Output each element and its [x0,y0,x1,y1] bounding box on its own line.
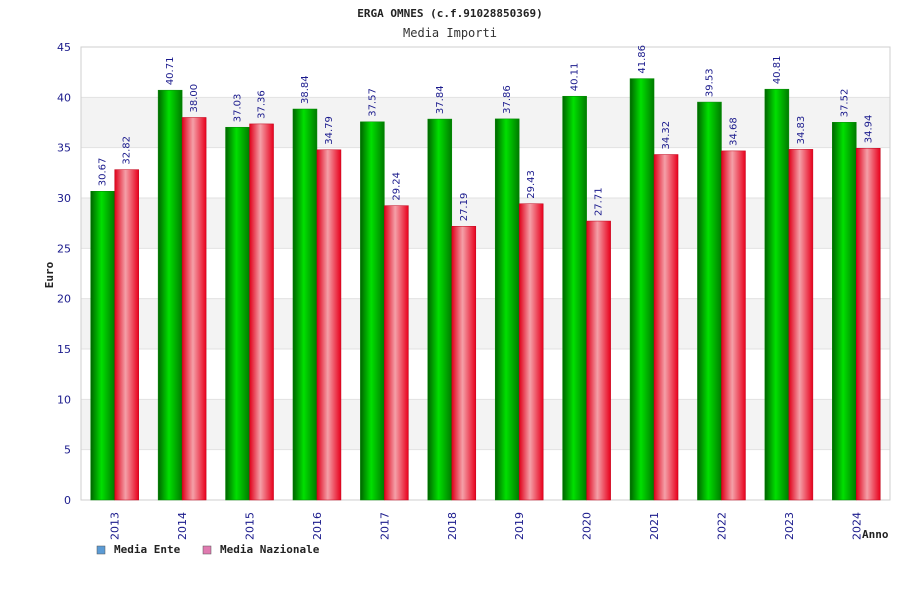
legend-swatch-media-ente [96,545,106,555]
data-label: 34.32 [661,121,672,150]
grid-band [81,248,890,299]
y-tick-label: 10 [57,393,71,406]
bar-media-nazionale-2016 [316,149,342,501]
data-label: 27.19 [459,193,470,222]
x-tick-label: 2020 [581,512,594,540]
data-label: 30.67 [98,158,109,187]
bar-media-ente-2014 [157,89,183,501]
bar-media-ente-2024 [832,122,857,501]
bar-media-nazionale-2013 [114,169,139,501]
data-label: 37.84 [435,85,446,114]
x-tick-label: 2021 [648,512,661,540]
grid-band [81,198,890,249]
y-tick-label: 5 [64,444,71,457]
data-label: 39.53 [704,68,715,97]
x-tick-label: 2019 [513,512,526,540]
bar-media-nazionale-2022 [721,150,746,501]
x-tick-label: 2024 [850,512,863,540]
bar-media-nazionale-2024 [856,148,881,501]
grid-band [81,147,890,198]
bar-media-ente-2021 [629,78,655,501]
grid-bands [81,47,890,500]
data-label: 37.86 [502,85,513,114]
chart-title: ERGA OMNES (c.f.91028850369) [357,7,542,20]
legend-label-media-ente: Media Ente [114,543,181,556]
bar-media-nazionale-2020 [586,220,611,501]
y-axis-ticks: 0 5 10 15 20 25 30 35 40 45 [57,41,71,507]
legend: Media Ente Media Nazionale [96,543,320,556]
legend-label-media-nazionale: Media Nazionale [220,543,320,556]
y-tick-label: 45 [57,41,71,54]
y-tick-label: 30 [57,192,71,205]
bar-media-ente-2013 [90,191,115,501]
x-tick-label: 2023 [783,512,796,540]
data-label: 29.24 [391,172,402,201]
y-tick-label: 15 [57,343,71,356]
y-tick-label: 35 [57,142,71,155]
bar-media-nazionale-2021 [653,154,679,501]
data-label: 40.11 [570,63,581,92]
bar-media-ente-2017 [360,121,385,501]
grid-band [81,47,890,98]
bar-media-nazionale-2014 [181,117,207,501]
bar-media-nazionale-2017 [384,205,409,501]
x-tick-label: 2015 [244,512,257,540]
bar-media-ente-2018 [427,118,453,501]
data-label: 34.79 [324,116,335,145]
data-label: 37.36 [257,90,268,119]
bar-media-nazionale-2019 [518,203,544,501]
bar-media-nazionale-2015 [249,123,274,501]
x-tick-label: 2022 [715,512,728,540]
data-label: 34.83 [796,116,807,145]
x-axis-ticks: 2013 2014 2015 2016 2017 2018 2019 2020 2021 2022… [109,512,864,540]
bar-media-ente-2022 [697,101,722,501]
grid-band [81,298,890,349]
data-label: 40.71 [165,57,176,86]
data-label: 37.52 [839,89,850,118]
grid-band [81,399,890,450]
bar-media-ente-2016 [292,108,318,501]
plot-frame [80,46,891,501]
y-axis-label: Euro [43,261,56,288]
x-tick-label: 2017 [378,512,391,540]
bar-media-ente-2019 [494,118,520,501]
data-label: 37.03 [233,94,244,123]
x-axis-label: Anno [862,528,889,541]
bar-media-ente-2023 [764,88,790,501]
data-label: 34.94 [863,115,874,144]
data-label: 34.68 [728,117,739,146]
bar-media-nazionale-2023 [788,149,814,501]
legend-swatch-media-nazionale [202,545,212,555]
data-label: 40.81 [772,56,783,85]
x-tick-label: 2013 [109,512,122,540]
x-tick-label: 2016 [311,512,324,540]
data-label: 29.43 [526,170,537,199]
data-label: 32.82 [122,136,133,165]
y-tick-label: 20 [57,293,71,306]
y-tick-label: 0 [64,494,71,507]
grid-band [81,97,890,148]
data-label: 38.84 [300,75,311,104]
grid-band [81,349,890,400]
data-label: 37.57 [367,88,378,117]
data-labels: 30.67 32.82 40.71 38.00 37.03 37.36 38.84 34.79… [98,45,875,221]
bar-media-nazionale-2018 [451,226,477,501]
bar-media-ente-2020 [562,95,587,501]
chart-subtitle: Media Importi [403,26,497,40]
bars [90,78,881,501]
data-label: 41.86 [637,45,648,74]
grid-band [81,449,890,500]
data-label: 27.71 [594,187,605,216]
x-tick-label: 2018 [446,512,459,540]
bar-media-ente-2015 [225,126,250,501]
y-tick-label: 25 [57,242,71,255]
x-tick-label: 2014 [176,512,189,540]
y-tick-label: 40 [57,91,71,104]
data-label: 38.00 [189,84,200,113]
plot-border [80,46,891,501]
